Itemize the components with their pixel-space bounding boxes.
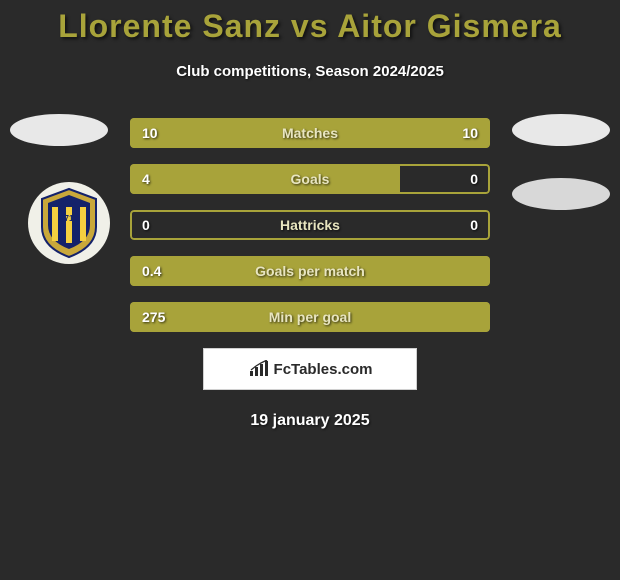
bar-value-right: 0 xyxy=(470,171,478,187)
bar-label: Min per goal xyxy=(269,309,351,325)
team-right-badge xyxy=(512,178,610,210)
stat-row: Hattricks 0 0 xyxy=(130,210,490,240)
bar-value-left: 4 xyxy=(142,171,150,187)
stats-area: A D 71 Matches1010Goals40Hattricks00Goal… xyxy=(0,118,620,332)
stat-row: Goals 4 0 xyxy=(130,164,490,194)
bar-label: Goals per match xyxy=(255,263,365,279)
bar-value-left: 275 xyxy=(142,309,165,325)
date-label: 19 january 2025 xyxy=(0,412,620,430)
chart-icon xyxy=(248,360,270,378)
branding-box: FcTables.com xyxy=(203,348,417,390)
page-subtitle: Club competitions, Season 2024/2025 xyxy=(0,63,620,80)
bar-value-right: 0 xyxy=(470,217,478,233)
branding-text: FcTables.com xyxy=(274,361,373,378)
bar-left-fill xyxy=(130,164,400,194)
svg-text:71: 71 xyxy=(65,214,74,223)
bar-value-left: 0.4 xyxy=(142,263,161,279)
stat-bars: Matches 10 10 Goals 4 0 Hattricks 0 0 Goals per m… xyxy=(130,118,490,332)
stat-row: Goals per match 0.4 xyxy=(130,256,490,286)
player-left-avatar xyxy=(10,114,108,146)
shield-icon: A D 71 xyxy=(38,187,100,259)
team-left-badge: A D 71 xyxy=(28,182,110,264)
bar-label: Hattricks xyxy=(280,217,340,233)
page-title: Llorente Sanz vs Aitor Gismera xyxy=(0,8,620,45)
bar-value-left: 10 xyxy=(142,125,158,141)
stat-row: Min per goal 275 xyxy=(130,302,490,332)
bar-label: Goals xyxy=(291,171,330,187)
bar-value-left: 0 xyxy=(142,217,150,233)
stat-row: Matches 10 10 xyxy=(130,118,490,148)
bar-value-right: 10 xyxy=(462,125,478,141)
comparison-card: Llorente Sanz vs Aitor Gismera Club comp… xyxy=(0,0,620,430)
svg-text:A D: A D xyxy=(61,197,78,208)
player-right-avatar xyxy=(512,114,610,146)
bar-label: Matches xyxy=(282,125,338,141)
